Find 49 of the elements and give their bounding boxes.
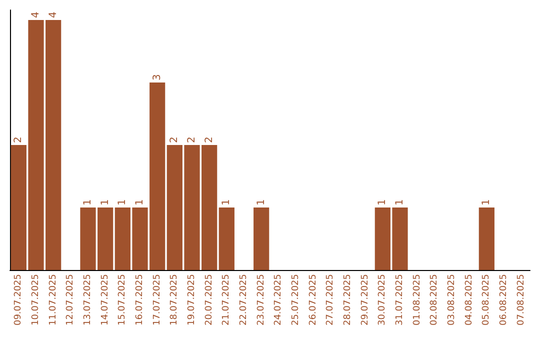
x-tick-label: 17.07.2025: [152, 274, 162, 326]
x-tick-label: 02.08.2025: [430, 274, 440, 326]
x-tick-label: 12.07.2025: [66, 274, 76, 326]
data-label: 4: [48, 12, 59, 18]
data-label: 1: [82, 199, 94, 206]
data-label: 1: [100, 199, 111, 206]
x-tick-label: 29.07.2025: [360, 274, 370, 326]
x-tick-label: 19.07.2025: [187, 274, 197, 326]
x-tick-label: 18.07.2025: [170, 274, 180, 326]
x-tick-label: 01.08.2025: [412, 274, 422, 326]
x-tick-label: 14.07.2025: [100, 274, 110, 326]
data-label: 2: [169, 136, 180, 143]
bar: [218, 208, 234, 270]
x-tick-label: 06.08.2025: [499, 274, 509, 326]
data-label: 1: [117, 199, 128, 206]
data-label: 1: [377, 199, 388, 206]
x-tick-label: 13.07.2025: [83, 274, 93, 326]
x-tick-label: 15.07.2025: [118, 274, 128, 326]
x-tick-label: 09.07.2025: [14, 274, 24, 326]
data-label: 3: [152, 74, 163, 80]
data-label: 2: [13, 136, 24, 143]
x-tick-label: 31.07.2025: [395, 274, 405, 326]
x-tick-label: 24.07.2025: [274, 274, 284, 326]
x-tick-label: 16.07.2025: [135, 274, 145, 326]
x-tick-label: 04.08.2025: [464, 274, 474, 326]
x-tick-label: 30.07.2025: [378, 274, 388, 326]
x-tick-label: 27.07.2025: [326, 274, 336, 326]
data-label: 2: [186, 136, 198, 143]
data-label: 1: [221, 199, 232, 206]
data-label: 1: [256, 199, 267, 206]
data-label: 1: [134, 199, 146, 206]
data-label: 1: [481, 199, 492, 206]
x-tick-label: 20.07.2025: [204, 274, 214, 326]
x-tick-label: 23.07.2025: [256, 274, 266, 326]
data-label: 2: [204, 136, 215, 143]
x-tick-label: 03.08.2025: [447, 274, 457, 326]
x-tick-label: 28.07.2025: [343, 274, 353, 326]
x-tick-label: 11.07.2025: [48, 274, 58, 326]
x-tick-label: 21.07.2025: [222, 274, 232, 326]
x-tick-label: 07.08.2025: [516, 274, 526, 326]
x-tick-label: 05.08.2025: [482, 274, 492, 326]
bar: [254, 208, 270, 270]
bar: [478, 208, 494, 270]
data-label: 1: [394, 199, 406, 206]
x-tick-label: 26.07.2025: [308, 274, 318, 326]
x-tick-label: 25.07.2025: [291, 274, 301, 326]
x-tick-label: 22.07.2025: [239, 274, 249, 326]
data-label: 4: [30, 12, 42, 18]
x-tick-label: 10.07.2025: [31, 274, 41, 326]
